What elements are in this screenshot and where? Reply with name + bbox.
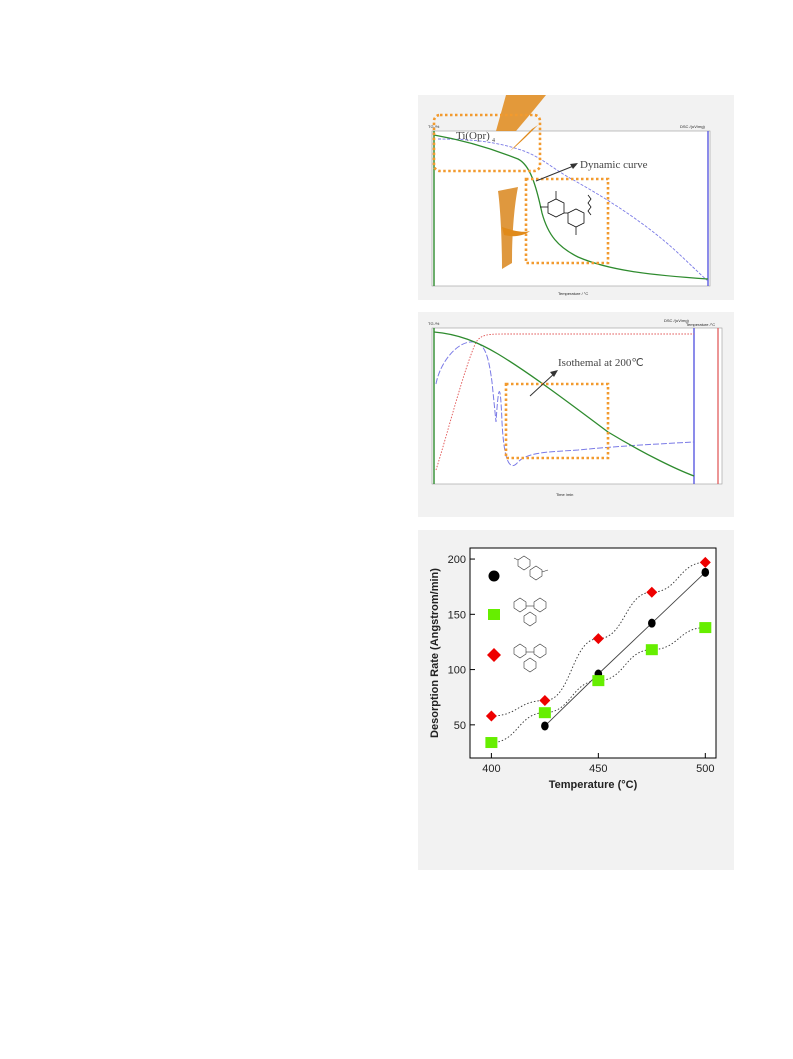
tg-curve (433, 331, 695, 477)
ti-label-sub: 4 (492, 138, 495, 144)
x-axis-label: Time /min (556, 492, 573, 497)
tga-isothermal-plot: Isothemal at 200℃ Time /min TG /% DSC /(… (428, 318, 723, 497)
data-point-diamond (646, 586, 658, 598)
x-axis-label: Temperature / °C (558, 291, 588, 296)
y-right2-label: Temperature /°C (686, 322, 715, 327)
data-point-diamond (699, 556, 711, 568)
series-line (544, 571, 706, 727)
y-tick-label: 200 (448, 554, 466, 566)
data-point-circle (541, 721, 549, 731)
data-point-diamond (592, 633, 604, 645)
data-point-square (592, 675, 605, 687)
data-point-square (645, 644, 658, 656)
y-tick-label: 150 (448, 609, 466, 621)
data-point-diamond (485, 710, 497, 722)
data-point-circle (701, 567, 710, 577)
legend-marker-square (488, 609, 500, 620)
y-left-label: TG /% (428, 124, 440, 129)
ti-label: Ti(Opr) (456, 130, 490, 142)
data-point-square (538, 707, 551, 719)
x-tick-label: 450 (589, 763, 607, 775)
y-axis-label: Desorption Rate (Angstrom/min) (429, 568, 441, 738)
data-point-square (485, 737, 498, 749)
y-tick-label: 100 (448, 665, 466, 677)
dynamic-curve-label: Dynamic curve (580, 159, 648, 171)
legend-structures (513, 555, 549, 673)
temperature-curve (435, 333, 694, 471)
x-tick-label: 400 (482, 763, 500, 775)
legend-marker-circle (488, 570, 500, 582)
x-tick-label: 500 (696, 763, 714, 775)
legend-marker-diamond (487, 648, 501, 662)
tg-curve (433, 134, 709, 280)
data-point-circle (648, 618, 656, 628)
y-tick-label: 50 (454, 720, 466, 732)
desorption-chart-panel: 400 450 500 50 100 150 200 Temperature (°C) Deso… (418, 530, 734, 870)
molecule-icon (540, 191, 592, 235)
y-right-label: DSC /(uV/mg) (680, 124, 706, 129)
data-point-diamond (539, 695, 551, 707)
data-point-square (699, 622, 712, 634)
dsc-curve (437, 138, 709, 282)
tga-isothermal-panel: Isothemal at 200℃ Time /min TG /% DSC /(… (418, 312, 734, 517)
series-line (491, 627, 706, 743)
x-axis-label: Temperature (°C) (549, 779, 638, 791)
desorption-chart: 400 450 500 50 100 150 200 Temperature (°C) Deso… (429, 547, 717, 791)
y-left-label: TG /% (428, 321, 440, 326)
isothermal-label: Isothemal at 200℃ (558, 357, 644, 369)
tga-dynamic-panel: Ti(Opr) 4 Dynamic curve Temperature / °C… (418, 95, 734, 300)
tga-dynamic-plot: Ti(Opr) 4 Dynamic curve Temperature / °C… (428, 95, 711, 296)
y-right-label: DSC /(uV/mg) (664, 318, 690, 323)
